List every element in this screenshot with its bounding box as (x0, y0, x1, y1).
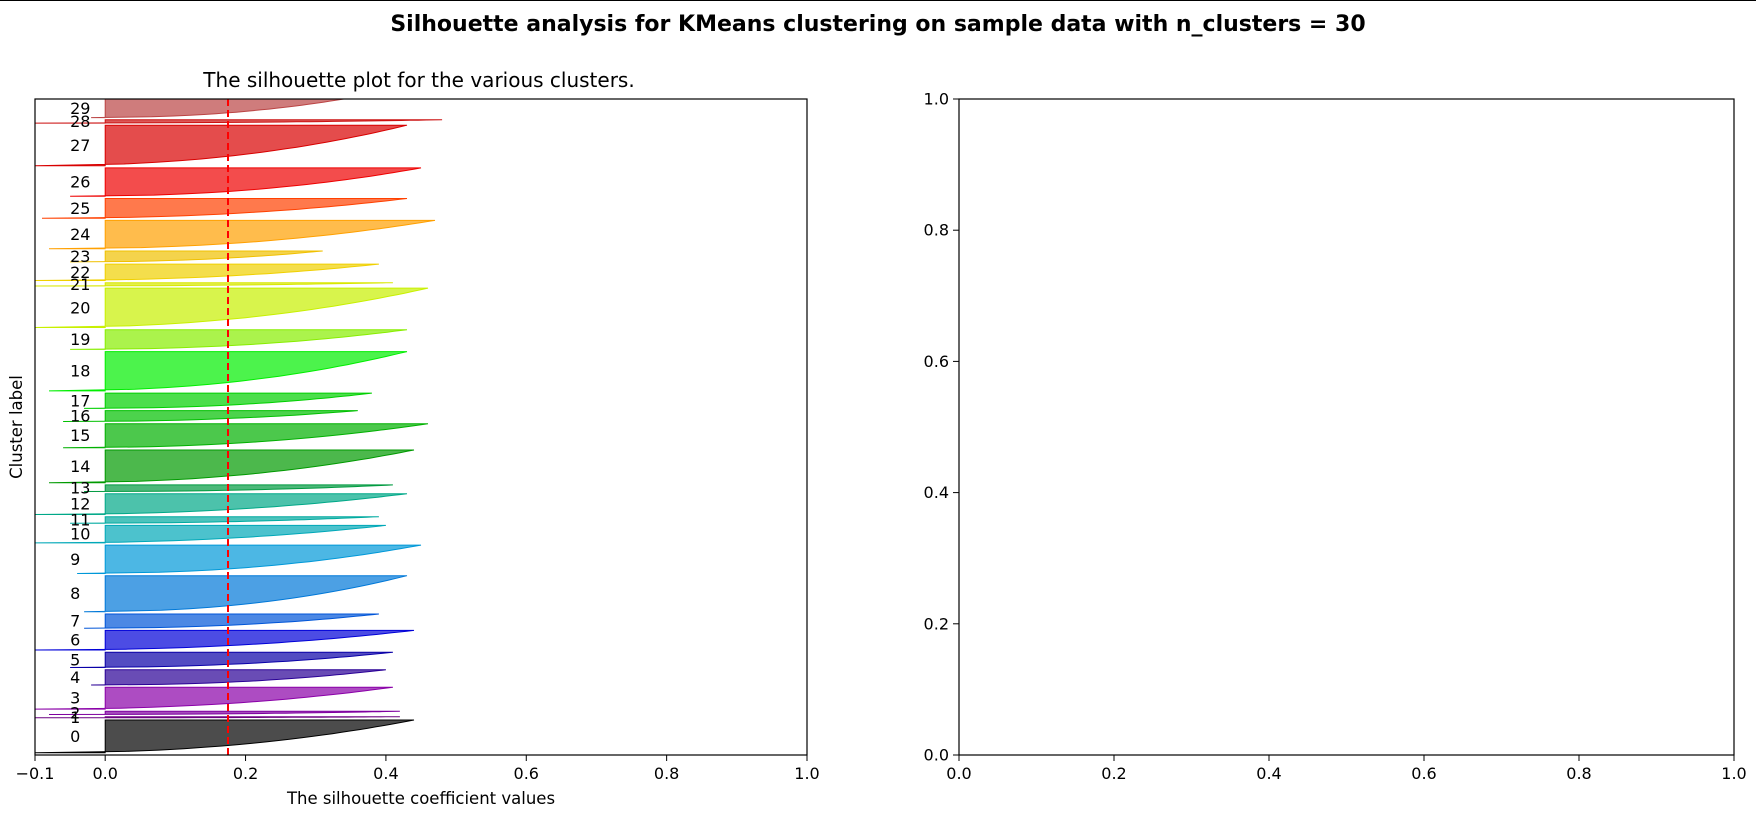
cluster-17-label: 17 (70, 391, 90, 410)
cluster-25-label: 25 (70, 199, 90, 218)
cluster-1-silhouette-fill (35, 716, 400, 719)
scatter-y-tick-label: 0.2 (924, 614, 949, 633)
cluster-2-label: 2 (70, 703, 80, 722)
silhouette-x-tick-label: 0.8 (654, 764, 679, 783)
cluster-12-silhouette-fill (34, 493, 408, 515)
cluster-28-label: 28 (70, 112, 90, 131)
silhouette-x-tick-label: 0.2 (233, 764, 258, 783)
cluster-3-silhouette-fill (34, 686, 393, 710)
cluster-0-silhouette-fill (34, 719, 415, 754)
cluster-20-label: 20 (70, 298, 90, 317)
silhouette-plot-axes: The silhouette plot for the various clus… (7, 68, 820, 808)
cluster-16-silhouette-fill (63, 410, 358, 422)
figure-suptitle: Silhouette analysis for KMeans clusterin… (390, 12, 1365, 37)
cluster-14-silhouette-fill (48, 449, 415, 484)
cluster-5-label: 5 (70, 650, 80, 669)
cluster-8-silhouette-fill (84, 575, 408, 613)
cluster-10-silhouette-fill (34, 524, 386, 544)
cluster-2-silhouette-fill (48, 710, 400, 715)
cluster-5-silhouette-fill (70, 651, 393, 668)
scatter-y-tick-label: 1.0 (924, 90, 949, 109)
cluster-19-silhouette-fill (70, 329, 408, 350)
cluster-13-label: 13 (70, 479, 90, 498)
cluster-29-silhouette-fill (91, 98, 344, 119)
silhouette-plot-frame (34, 98, 808, 756)
cluster-22-label: 22 (70, 263, 90, 282)
scatter-y-tick-label: 0.4 (924, 483, 949, 502)
cluster-label-texts: 0123456789101112131415161718192021222324… (70, 99, 90, 746)
cluster-6-label: 6 (70, 631, 80, 650)
cluster-0-label: 0 (70, 727, 80, 746)
cluster-15-label: 15 (70, 426, 90, 445)
cluster-1-label: 1 (70, 708, 80, 727)
silhouette-x-axis-label: The silhouette coefficient values (286, 789, 555, 808)
cluster-28-silhouette-fill (34, 119, 443, 124)
silhouette-x-ticks: −0.1 0.0 0.2 0.4 0.6 0.8 1.0 (16, 755, 820, 783)
scatter-x-tick-label: 0.6 (1411, 764, 1436, 783)
cluster-26-silhouette-fill (70, 167, 422, 197)
cluster-25-silhouette-fill (41, 198, 408, 219)
scatter-plot-frame (958, 98, 1735, 756)
scatter-x-tick-label: 0.8 (1566, 764, 1591, 783)
silhouette-y-axis-label: Cluster label (7, 375, 26, 479)
cluster-3-label: 3 (70, 689, 80, 708)
cluster-7-silhouette-fill (84, 613, 379, 629)
scatter-x-tick-label: 0.2 (1101, 764, 1126, 783)
cluster-27-silhouette-fill (34, 124, 408, 167)
cluster-11-label: 11 (70, 510, 90, 529)
silhouette-x-tick-label: 0.0 (92, 764, 117, 783)
cluster-18-silhouette-fill (48, 351, 408, 392)
cluster-20-silhouette-fill (34, 287, 429, 328)
cluster-9-silhouette-fill (77, 544, 422, 574)
cluster-8-label: 8 (70, 584, 80, 603)
cluster-16-label: 16 (70, 407, 90, 426)
cluster-23-silhouette-fill (70, 250, 323, 263)
cluster-7-label: 7 (70, 612, 80, 631)
silhouette-x-tick-label: 1.0 (794, 764, 819, 783)
scatter-x-tick-label: 0.4 (1256, 764, 1281, 783)
cluster-18-label: 18 (70, 362, 90, 381)
cluster-9-label: 9 (70, 550, 80, 569)
cluster-4-silhouette-fill (91, 669, 386, 686)
scatter-x-tick-label: 1.0 (1721, 764, 1746, 783)
cluster-23-label: 23 (70, 247, 90, 266)
scatter-y-tick-label: 0.0 (924, 746, 949, 765)
scatter-x-tick-label: 0.0 (946, 764, 971, 783)
scatter-y-tick-label: 0.8 (924, 221, 949, 240)
scatter-y-tick-label: 0.6 (924, 352, 949, 371)
scatter-x-ticks: 0.0 0.2 0.4 0.6 0.8 1.0 (946, 755, 1747, 783)
cluster-19-label: 19 (70, 330, 90, 349)
cluster-29-label: 29 (70, 99, 90, 118)
cluster-11-silhouette-fill (70, 516, 379, 524)
cluster-14-label: 14 (70, 457, 90, 476)
cluster-6-silhouette-fill (34, 629, 415, 651)
scatter-y-ticks: 0.0 0.2 0.4 0.6 0.8 1.0 (924, 90, 959, 765)
cluster-21-silhouette-fill (34, 282, 393, 287)
cluster-15-silhouette-fill (63, 423, 429, 449)
silhouette-plot-title: The silhouette plot for the various clus… (202, 68, 634, 92)
cluster-12-label: 12 (70, 495, 90, 514)
cluster-10-label: 10 (70, 525, 90, 544)
silhouette-x-tick-label: 0.4 (373, 764, 398, 783)
silhouette-x-tick-label: −0.1 (16, 764, 55, 783)
cluster-21-label: 21 (70, 275, 90, 294)
cluster-13-silhouette-fill (84, 484, 393, 492)
silhouette-x-tick-label: 0.6 (514, 764, 539, 783)
cluster-24-silhouette-fill (48, 219, 436, 250)
cluster-4-label: 4 (70, 668, 80, 687)
cluster-24-label: 24 (70, 225, 90, 244)
cluster-22-silhouette-fill (34, 263, 379, 281)
cluster-27-label: 27 (70, 136, 90, 155)
cluster-scatter-axes: 0.0 0.2 0.4 0.6 0.8 1.0 0.0 0.2 0.4 0.6 0.8 1.0 (924, 90, 1747, 784)
cluster-26-label: 26 (70, 173, 90, 192)
